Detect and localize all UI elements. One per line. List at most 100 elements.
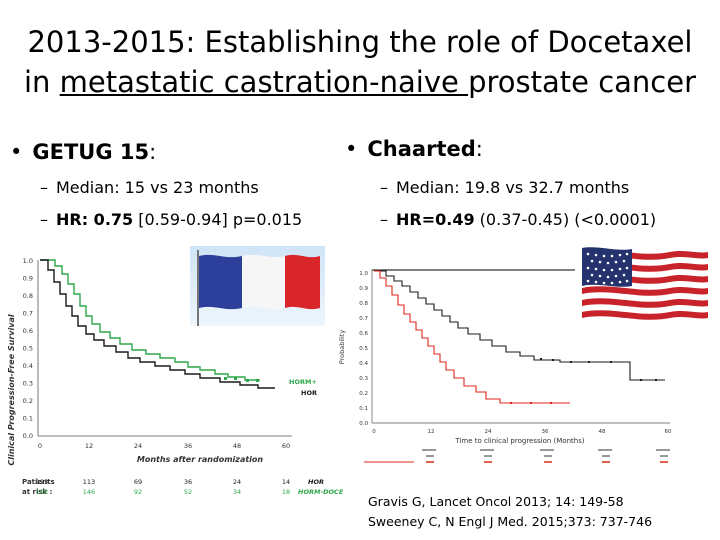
chaarted-risk-red <box>426 461 668 463</box>
getug-legend-green: HORM+ <box>289 378 317 386</box>
risk-row-name: HORM-DOCE <box>298 488 344 496</box>
getug-at-risk-label: at risk : <box>22 488 53 496</box>
ytick: 0.8 <box>23 292 33 300</box>
ytick: 0.2 <box>23 397 33 405</box>
ytick: 0.5 <box>23 345 33 353</box>
chaarted-km-chart: Probability 1.0 0.9 0.8 0.7 0.6 0.5 0.4 … <box>338 269 672 463</box>
ytick: 0.1 <box>359 406 368 412</box>
risk-cell: 69 <box>134 478 142 486</box>
ytick: 0.4 <box>359 361 368 367</box>
title-suffix: prostate cancer <box>468 65 696 99</box>
xtick: 36 <box>184 442 192 450</box>
xtick: 0 <box>38 442 42 450</box>
chaarted-curve-docetaxel <box>374 270 665 381</box>
getug-xticks: 0 12 24 36 48 60 <box>38 442 290 450</box>
risk-cell: 192 <box>36 488 48 496</box>
getug-median: – Median: 15 vs 23 months <box>40 178 259 197</box>
citations: Gravis G, Lancet Oncol 2013; 14: 149-58 … <box>368 492 652 532</box>
getug-xlabel: Months after randomization <box>137 455 264 464</box>
getug-risk-row-2: 192 146 92 52 34 18 HORM-DOCE <box>36 488 344 496</box>
risk-cell: 18 <box>282 488 290 496</box>
ytick: 0.9 <box>359 286 368 292</box>
risk-cell: 24 <box>233 478 241 486</box>
chaarted-risk-table <box>422 449 670 457</box>
ytick: 0.5 <box>359 346 368 352</box>
ytick: 1.0 <box>359 271 368 277</box>
risk-cell: 34 <box>233 488 241 496</box>
risk-cell: 146 <box>83 488 95 496</box>
getug-risk-row-1: 193 113 69 36 24 14 HOR <box>36 478 324 486</box>
risk-cell: 36 <box>184 478 192 486</box>
getug-bullet: • GETUG 15: <box>10 140 156 164</box>
risk-cell: 193 <box>36 478 48 486</box>
ytick: 1.0 <box>23 257 33 265</box>
chaarted-hr-label: HR=0.49 <box>396 210 475 229</box>
bullet-dot: • <box>10 140 23 164</box>
chaarted-censor-red <box>510 402 552 404</box>
ytick: 0.1 <box>23 415 33 423</box>
getug-name: GETUG 15 <box>32 140 150 164</box>
chaarted-name: Chaarted <box>367 137 476 161</box>
xtick: 12 <box>428 429 435 435</box>
getug-curve-adt <box>40 259 275 389</box>
citation-sweeney: Sweeney C, N Engl J Med. 2015;373: 737-7… <box>368 514 653 529</box>
getug-median-text: Median: 15 vs 23 months <box>56 178 259 197</box>
getug-hr-label: HR: 0.75 <box>56 210 134 229</box>
getug-censor-green <box>224 377 259 382</box>
title-line-1: 2013-2015: Establishing the role of Doce… <box>27 25 693 59</box>
xtick: 48 <box>599 429 606 435</box>
ytick: 0.0 <box>359 421 368 427</box>
slide-title: 2013-2015: Establishing the role of Doce… <box>0 22 720 102</box>
ytick: 0.3 <box>23 380 33 388</box>
chaarted-xlabel: Time to clinical progression (Months) <box>454 437 584 445</box>
xtick: 24 <box>485 429 492 435</box>
chaarted-hr-rest: (0.37-0.45) (<0.0001) <box>474 210 657 229</box>
ytick: 0.2 <box>359 391 368 397</box>
risk-row-name: HOR <box>308 478 324 486</box>
chaarted-median-text: Median: 19.8 vs 32.7 months <box>396 178 630 197</box>
ytick: 0.6 <box>359 331 368 337</box>
getug-km-chart: Clinical Progression-Free Survival 1.0 0… <box>7 257 344 496</box>
risk-cell: 14 <box>282 478 290 486</box>
xtick: 60 <box>665 429 672 435</box>
chaarted-xticks: 0 12 24 36 48 60 <box>372 429 672 435</box>
xtick: 60 <box>282 442 290 450</box>
risk-cell: 92 <box>134 488 142 496</box>
xtick: 0 <box>372 429 376 435</box>
chaarted-curve-adt <box>374 270 570 404</box>
bullet-dot: • <box>345 137 358 161</box>
getug-ylabel: Clinical Progression-Free Survival <box>7 314 16 466</box>
xtick: 48 <box>233 442 241 450</box>
france-flag-icon <box>190 246 325 326</box>
chaarted-bullet: • Chaarted: <box>345 137 483 161</box>
getug-patients-label: Patients <box>22 478 55 486</box>
ytick: 0.7 <box>359 316 368 322</box>
xtick: 12 <box>85 442 93 450</box>
ytick: 0.9 <box>23 275 33 283</box>
chaarted-yticks: 1.0 0.9 0.8 0.7 0.6 0.5 0.4 0.3 0.2 0.1 … <box>359 271 368 427</box>
xtick: 36 <box>542 429 549 435</box>
getug-yticks: 1.0 0.9 0.8 0.7 0.6 0.5 0.4 0.3 0.2 0.1 … <box>23 257 33 440</box>
risk-cell: 113 <box>83 478 95 486</box>
ytick: 0.3 <box>359 376 368 382</box>
usa-flag-icon <box>580 246 710 328</box>
title-prefix: in <box>24 65 60 99</box>
chaarted-hr: – HR=0.49 (0.37-0.45) (<0.0001) <box>380 210 657 229</box>
ytick: 0.0 <box>23 432 33 440</box>
title-underlined: metastatic castration-naive <box>59 65 469 99</box>
ytick: 0.8 <box>359 301 368 307</box>
getug-legend-black: HOR <box>301 389 317 397</box>
chaarted-median: – Median: 19.8 vs 32.7 months <box>380 178 630 197</box>
chaarted-colon: : <box>475 137 483 161</box>
risk-cell: 52 <box>184 488 192 496</box>
getug-colon: : <box>149 140 157 164</box>
citation-gravis: Gravis G, Lancet Oncol 2013; 14: 149-58 <box>368 494 624 509</box>
chaarted-censor-black <box>540 358 657 381</box>
getug-curve-docetaxel <box>40 259 260 381</box>
xtick: 24 <box>134 442 142 450</box>
getug-hr-rest: [0.59-0.94] p=0.015 <box>133 210 303 229</box>
ytick: 0.6 <box>23 327 33 335</box>
ytick: 0.4 <box>23 362 33 370</box>
title-line-2: in metastatic castration-naive prostate … <box>0 62 720 102</box>
chaarted-ylabel: Probability <box>338 330 346 365</box>
